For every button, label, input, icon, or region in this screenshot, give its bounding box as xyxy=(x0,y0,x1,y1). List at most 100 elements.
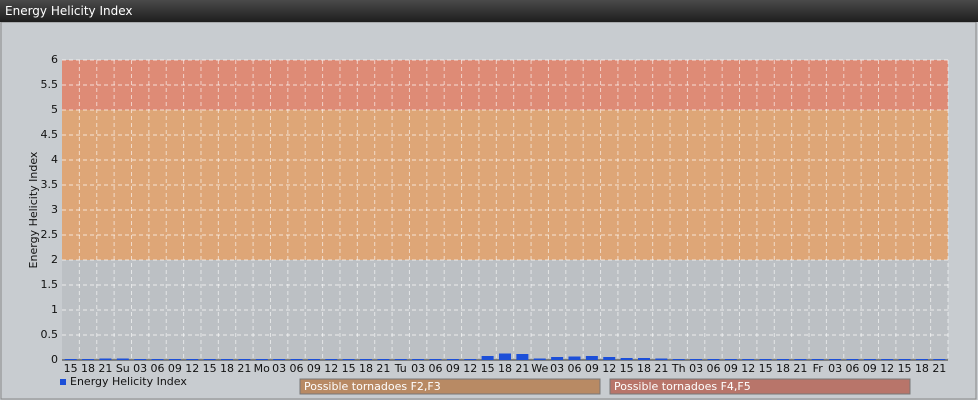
annotation-text: Possible tornadoes F2,F3 xyxy=(304,380,441,393)
bar xyxy=(464,359,477,360)
bar xyxy=(707,359,720,360)
x-tick-label: Su xyxy=(116,362,130,375)
x-tick-label: 09 xyxy=(168,362,182,375)
x-tick-label: 18 xyxy=(776,362,790,375)
bar xyxy=(620,358,633,360)
bar xyxy=(533,358,546,360)
x-tick-label: 12 xyxy=(185,362,199,375)
x-tick-label: 03 xyxy=(828,362,842,375)
x-tick-label: 18 xyxy=(915,362,929,375)
x-tick-label: 21 xyxy=(654,362,668,375)
x-tick-label: 12 xyxy=(463,362,477,375)
x-tick-label: 06 xyxy=(429,362,443,375)
bar xyxy=(307,359,320,360)
y-tick-label: 2 xyxy=(51,253,58,266)
bar xyxy=(64,359,77,360)
y-tick-label: 1 xyxy=(51,303,58,316)
y-axis-label: Energy Helicity Index xyxy=(27,151,40,268)
legend-swatch xyxy=(60,379,66,385)
bar xyxy=(759,359,772,360)
x-tick-label: 06 xyxy=(151,362,165,375)
x-tick-label: 15 xyxy=(620,362,634,375)
chart: Energy Helicity Index 0 0.5 1 1.5 2 2.5 3 3.5 4 4… xyxy=(0,22,977,400)
annotation-box xyxy=(299,378,601,395)
x-tick-label: 06 xyxy=(290,362,304,375)
y-tick-label: 5 xyxy=(51,103,58,116)
x-tick-label: 15 xyxy=(481,362,495,375)
x-tick-label: We xyxy=(531,362,548,375)
x-tick-label: 06 xyxy=(706,362,720,375)
x-tick-label: 18 xyxy=(81,362,95,375)
x-tick-label: 03 xyxy=(550,362,564,375)
header-title: Energy Helicity Index xyxy=(0,0,978,22)
x-tick-label: 12 xyxy=(880,362,894,375)
bar xyxy=(863,359,876,360)
x-tick-label: 21 xyxy=(932,362,946,375)
x-tick-label: 09 xyxy=(585,362,599,375)
annotation-text: Possible tornadoes F4,F5 xyxy=(614,380,751,393)
bar xyxy=(933,359,946,360)
bar xyxy=(273,359,286,360)
x-tick-label: Mo xyxy=(254,362,270,375)
bar xyxy=(412,359,425,360)
y-tick-label: 0 xyxy=(51,353,58,366)
bar xyxy=(342,359,355,360)
x-tick-label: 12 xyxy=(602,362,616,375)
x-tick-label: 15 xyxy=(759,362,773,375)
y-tick-label: 6 xyxy=(51,53,58,66)
bar xyxy=(776,359,789,360)
y-tick-label: 1.5 xyxy=(41,278,59,291)
bar xyxy=(724,359,737,360)
x-tick-label: 06 xyxy=(845,362,859,375)
bar xyxy=(221,359,234,360)
x-tick-label: 21 xyxy=(98,362,112,375)
bar xyxy=(881,359,894,360)
x-tick-label: 12 xyxy=(324,362,338,375)
y-tick-label: 2.5 xyxy=(41,228,59,241)
y-tick-label: 4 xyxy=(51,153,58,166)
bar xyxy=(655,358,668,360)
bar xyxy=(186,359,199,360)
bar xyxy=(637,358,650,360)
x-tick-label: 09 xyxy=(307,362,321,375)
x-tick-label: 15 xyxy=(342,362,356,375)
bar xyxy=(811,359,824,360)
y-tick-label: 0.5 xyxy=(41,328,59,341)
bar xyxy=(446,359,459,360)
bar xyxy=(672,359,685,360)
x-tick-label: 21 xyxy=(515,362,529,375)
x-tick-label: 18 xyxy=(637,362,651,375)
bar xyxy=(168,359,181,360)
bar xyxy=(203,359,216,360)
bar xyxy=(255,359,268,360)
bar xyxy=(290,359,303,360)
y-tick-label: 3 xyxy=(51,203,58,216)
bar xyxy=(568,356,581,360)
bar xyxy=(134,359,147,360)
bar xyxy=(99,358,112,360)
bar xyxy=(499,353,511,360)
bar xyxy=(585,356,598,360)
x-tick-label: 15 xyxy=(203,362,217,375)
x-tick-label: Fr xyxy=(813,362,824,375)
bar xyxy=(690,359,703,360)
x-tick-label: 09 xyxy=(724,362,738,375)
x-tick-label: 15 xyxy=(64,362,78,375)
bar xyxy=(238,359,251,360)
bar xyxy=(603,357,616,360)
bar xyxy=(516,354,529,360)
y-tick-label: 3.5 xyxy=(41,178,59,191)
x-tick-label: 21 xyxy=(237,362,251,375)
bar xyxy=(794,359,807,360)
bar xyxy=(360,359,373,360)
bar xyxy=(846,359,859,360)
x-tick-label: 03 xyxy=(133,362,147,375)
x-tick-label: 03 xyxy=(689,362,703,375)
x-tick-label: 09 xyxy=(446,362,460,375)
y-tick-label: 4.5 xyxy=(41,128,59,141)
annotation-box xyxy=(609,378,911,395)
x-tick-label: 21 xyxy=(376,362,390,375)
bar xyxy=(151,359,164,360)
x-tick-label: 18 xyxy=(498,362,512,375)
